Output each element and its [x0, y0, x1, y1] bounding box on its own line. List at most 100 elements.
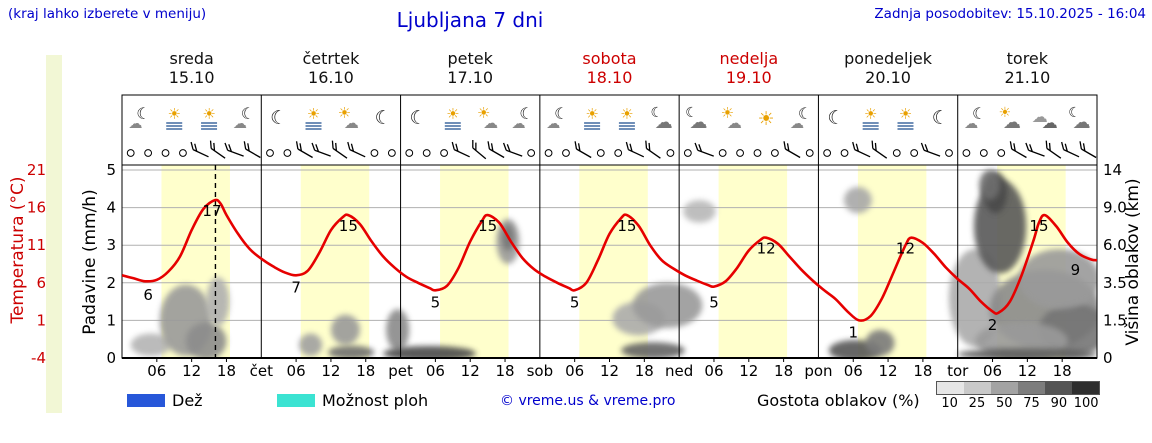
showers-label: Možnost ploh: [322, 391, 429, 410]
calm-wind-marker: [962, 149, 971, 157]
hour-tick-label: 12: [321, 362, 340, 380]
gridlines: [122, 169, 1097, 321]
day-header: nedelja 19.10: [679, 49, 819, 87]
hour-tick-label: 12: [461, 362, 480, 380]
density-swatch: [964, 382, 991, 394]
temp-point-label: 5: [431, 293, 441, 311]
weather-icon-sun-cloud: ☀☁: [338, 104, 359, 132]
weather-icon-moon: ☾: [827, 107, 844, 129]
day-name: sreda: [169, 49, 214, 68]
hour-tick-label: 12: [600, 362, 619, 380]
calm-wind-marker: [910, 149, 919, 157]
temp-point-label: 15: [617, 217, 636, 235]
cloud-icon: ☁: [1032, 107, 1048, 126]
temp-point-label: 12: [896, 240, 915, 258]
day-bands: [161, 165, 1066, 358]
weather-icon-moon: ☾: [375, 107, 392, 129]
moon-icon: ☾: [798, 104, 812, 123]
hour-tick-label: 06: [565, 362, 584, 380]
hour-tick-label: 18: [217, 362, 236, 380]
temp-point-label: 5: [570, 293, 580, 311]
day-abbr-label: čet: [250, 362, 273, 380]
precip-tick-label: 5: [106, 161, 116, 179]
cloud-blob: [843, 186, 872, 214]
cloud-blob: [330, 314, 360, 345]
weather-icon-moon-cloud: ☾☁: [511, 104, 533, 132]
weather-icon-clouds: ☁☁: [1032, 107, 1058, 132]
wind-barb: [1025, 142, 1045, 157]
density-swatch: [937, 382, 964, 394]
wind-barb: [645, 140, 661, 159]
hour-tick-label: 18: [913, 362, 932, 380]
weather-icons: ☾☁☀ ☀ ☾☁ ☾ ☀ ☀☁ ☾ ☾ ☀ ☀☁ ☾☁☾☁☀ ☀ ☾☁ ☾☁ ☀☁ ☀ ☾☁ ☾ ☀ ☀ ☾ ☾☁☀☁ ☁☁…: [128, 104, 1090, 133]
credit-link[interactable]: © vreme.us & vreme.pro: [500, 393, 676, 409]
calm-wind-marker: [387, 149, 396, 157]
weather-icon-moon-cloud: ☾☁: [546, 104, 568, 132]
hour-tick-label: 12: [182, 362, 201, 380]
calm-wind-marker: [126, 149, 135, 157]
cloud-tick-label: 3.5: [1103, 274, 1127, 292]
weather-icon-moon: ☾: [270, 107, 287, 129]
temp-point-label: 6: [143, 286, 153, 304]
cloud-icon: ☁: [546, 116, 560, 132]
weather-icon-cloud-sun: ☀☁: [999, 105, 1021, 133]
temp-tick-label: 6: [36, 274, 46, 292]
calm-wind-marker: [805, 149, 814, 157]
wind-barb: [451, 141, 470, 158]
page-title: Ljubljana 7 dni: [396, 8, 544, 32]
day-name: nedelja: [719, 49, 779, 68]
calm-wind-marker: [283, 149, 292, 157]
weather-icon-sun-fog: ☀: [897, 105, 914, 130]
calm-wind-marker: [161, 149, 170, 157]
sun-icon: ☀: [999, 105, 1012, 121]
moon-icon: ☾: [972, 104, 986, 123]
wind-barb: [852, 141, 871, 158]
weather-icon-sun: ☀: [758, 108, 775, 130]
calm-wind-marker: [718, 149, 727, 157]
wind-barb: [1079, 141, 1097, 159]
density-tick-label: 90: [1050, 396, 1068, 411]
wind-barb: [472, 140, 487, 160]
weather-icon-moon-cloud: ☾☁: [233, 104, 255, 132]
cloud-blob: [949, 248, 1002, 347]
precip-tick-label: 0: [106, 349, 116, 367]
calm-wind-marker: [440, 149, 448, 157]
moon-icon: ☾: [136, 104, 150, 123]
temp-point-label: 2: [988, 316, 998, 334]
calm-wind-marker: [840, 149, 849, 157]
day-abbr-label: tor: [947, 362, 969, 380]
weather-icon-cloud-moon: ☾☁: [685, 105, 707, 133]
calm-wind-marker: [666, 149, 675, 157]
sun-icon: ☀: [758, 108, 775, 130]
moon-icon: ☾: [409, 107, 426, 129]
calm-wind-marker: [736, 149, 744, 157]
moon-icon: ☾: [685, 105, 698, 121]
sun-icon: ☀: [864, 105, 877, 123]
hour-tick-label: 06: [983, 362, 1002, 380]
calm-wind-marker: [771, 149, 779, 157]
temperature-curve: [122, 198, 1097, 322]
hour-tick-label: 18: [635, 362, 654, 380]
day-name: sobota: [582, 49, 637, 68]
sun-icon: ☀: [620, 105, 633, 123]
calm-wind-marker: [266, 149, 274, 157]
wind-barb: [190, 141, 209, 158]
density-swatch: [1072, 382, 1099, 394]
calm-wind-marker: [370, 149, 379, 157]
weather-icon-sun-fog: ☀: [166, 105, 183, 130]
wind-barb: [209, 140, 226, 159]
wind-barb: [1009, 141, 1027, 159]
weather-icon-moon-cloud: ☾☁: [964, 104, 986, 132]
wind-barb: [1061, 141, 1080, 158]
day-abbr-label: pet: [388, 362, 413, 380]
precip-tick-label: 4: [106, 199, 116, 217]
calm-wind-marker: [562, 149, 570, 157]
density-swatch: [1045, 382, 1072, 394]
cloud-density-blobs: [130, 170, 1097, 358]
wind-barb: [574, 141, 592, 159]
precip-tick-label: 1: [106, 311, 116, 329]
day-name: petek: [447, 49, 493, 68]
day-date: 19.10: [725, 68, 772, 87]
